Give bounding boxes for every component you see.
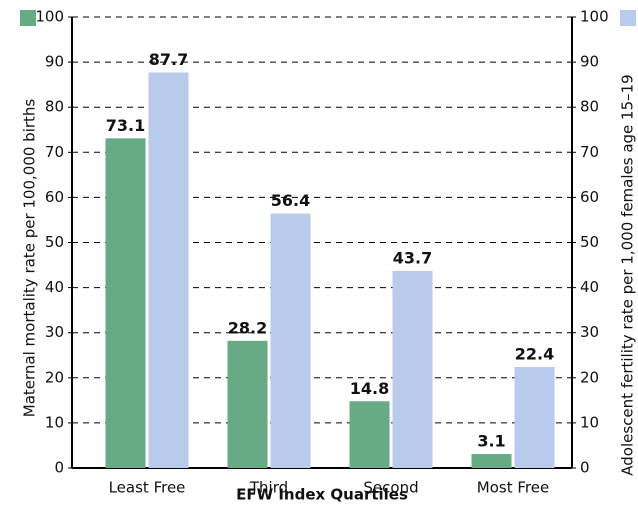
bar bbox=[105, 138, 146, 468]
y2-tick-label: 60 bbox=[580, 188, 599, 206]
y-tick-label: 10 bbox=[45, 413, 64, 431]
bar bbox=[514, 366, 555, 468]
value-label: 28.2 bbox=[228, 318, 267, 337]
y-tick-label: 100 bbox=[35, 8, 64, 26]
y-tick-label: 0 bbox=[54, 459, 64, 477]
value-label: 22.4 bbox=[515, 344, 554, 363]
value-label: 43.7 bbox=[393, 248, 432, 267]
y2-tick-label: 10 bbox=[580, 413, 599, 431]
y-tick-label: 30 bbox=[45, 323, 64, 341]
x-tick-label: Second bbox=[363, 479, 418, 497]
value-label: 14.8 bbox=[350, 379, 389, 398]
x-tick-label: Most Free bbox=[477, 479, 549, 497]
y2-tick-label: 50 bbox=[580, 233, 599, 251]
legend-key bbox=[20, 10, 36, 26]
bar bbox=[349, 401, 390, 468]
value-label: 3.1 bbox=[477, 432, 505, 451]
bar bbox=[471, 454, 512, 468]
y2-tick-label: 80 bbox=[580, 98, 599, 116]
x-axis-label: EFW Index Quartiles bbox=[236, 486, 408, 504]
value-label: 87.7 bbox=[149, 50, 188, 69]
y2-tick-label: 100 bbox=[580, 8, 609, 26]
y2-tick-label: 30 bbox=[580, 323, 599, 341]
y2-tick-label: 0 bbox=[580, 459, 590, 477]
legend-key bbox=[620, 10, 636, 26]
y2-tick-label: 90 bbox=[580, 53, 599, 71]
y-tick-label: 90 bbox=[45, 53, 64, 71]
y-tick-label: 40 bbox=[45, 278, 64, 296]
x-tick-label: Least Free bbox=[109, 479, 186, 497]
y2-axis-label: Adolescent fertility rate per 1,000 fema… bbox=[619, 74, 637, 475]
y-tick-label: 80 bbox=[45, 98, 64, 116]
bar bbox=[227, 340, 268, 468]
bar bbox=[270, 213, 311, 468]
y-axis-label: Maternal mortality rate per 100,000 birt… bbox=[21, 99, 39, 418]
value-label: 73.1 bbox=[106, 116, 145, 135]
bar bbox=[148, 72, 189, 469]
value-label: 56.4 bbox=[271, 191, 310, 210]
x-tick-label: Third bbox=[249, 479, 288, 497]
y-tick-label: 20 bbox=[45, 368, 64, 386]
y-tick-label: 50 bbox=[45, 233, 64, 251]
y2-tick-label: 40 bbox=[580, 278, 599, 296]
bar bbox=[392, 270, 433, 468]
y-tick-label: 60 bbox=[45, 188, 64, 206]
y2-tick-label: 20 bbox=[580, 368, 599, 386]
y2-tick-label: 70 bbox=[580, 143, 599, 161]
y-tick-label: 70 bbox=[45, 143, 64, 161]
